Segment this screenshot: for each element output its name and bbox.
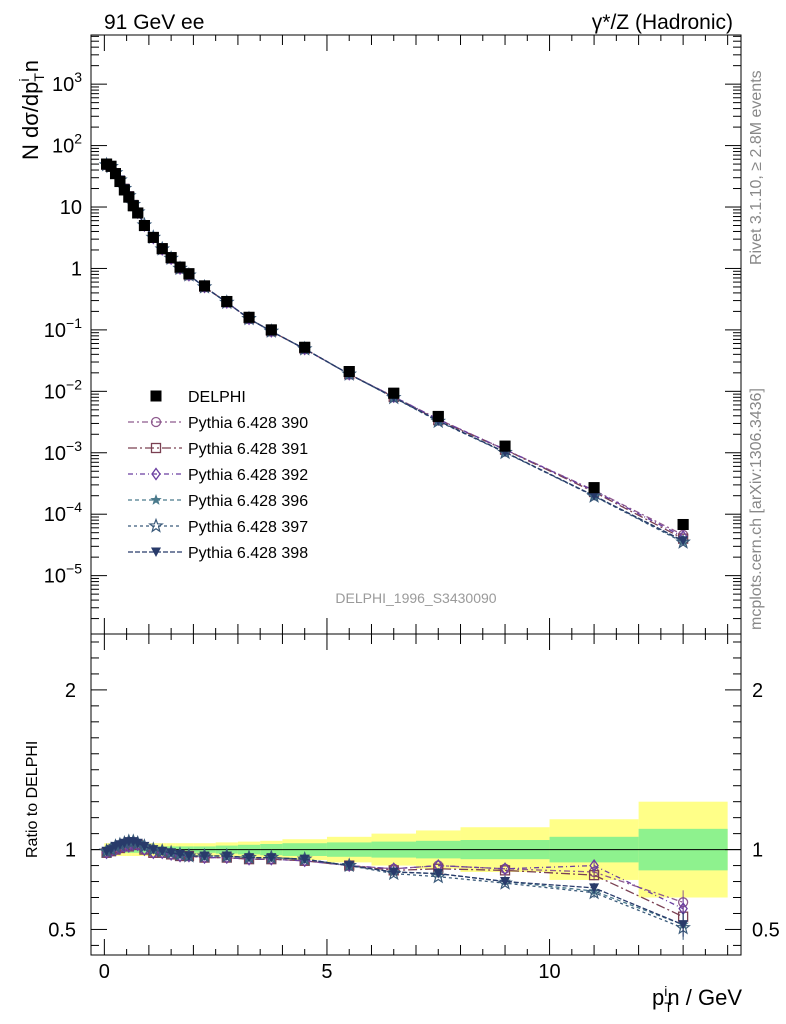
legend-marker-data xyxy=(150,390,162,402)
legend-label-p392: Pythia 6.428 392 xyxy=(188,467,308,484)
watermark: DELPHI_1996_S3430090 xyxy=(335,590,496,606)
point-data xyxy=(199,280,211,292)
point-data xyxy=(677,518,689,530)
ratio-y-tick-label: 1 xyxy=(65,840,76,862)
y-tick-label: 10−3 xyxy=(44,438,82,465)
x-axis-label: pTin / GeV xyxy=(652,983,742,1015)
legend-label-data: DELPHI xyxy=(188,389,246,406)
point-data xyxy=(221,295,233,307)
ratio-point-p398 xyxy=(500,877,511,887)
point-data xyxy=(147,231,159,243)
point-data xyxy=(499,440,511,452)
ratio-point-p397 xyxy=(430,868,446,884)
point-data xyxy=(109,168,121,180)
ratio-point-p398 xyxy=(175,849,186,860)
legend-marker-p396 xyxy=(150,494,162,505)
legend-label-p390: Pythia 6.428 390 xyxy=(188,415,308,432)
ratio-point-p398 xyxy=(433,869,444,879)
ratio-frame xyxy=(90,633,742,956)
y-tick-label: 1 xyxy=(71,258,82,280)
ratio-point-p398 xyxy=(199,851,210,861)
y-tick-label: 102 xyxy=(52,131,82,158)
legend-label-p396: Pythia 6.428 396 xyxy=(188,493,308,510)
header-right: γ*/Z (Hadronic) xyxy=(592,11,733,34)
point-data xyxy=(343,366,355,378)
point-data xyxy=(388,387,400,399)
point-data xyxy=(588,482,600,494)
ratio-point-p398 xyxy=(388,867,399,877)
rivet-label: Rivet 3.1.10, ≥ 2.8M events xyxy=(748,70,765,265)
legend-marker-p397 xyxy=(148,517,164,533)
point-data xyxy=(118,184,130,196)
header-left: 91 GeV ee xyxy=(104,11,204,34)
y-axis-label-main: N dσ/dpTi n xyxy=(16,60,47,160)
point-data xyxy=(123,191,135,203)
y-tick-label: 10 xyxy=(60,197,82,219)
legend-label-p397: Pythia 6.428 397 xyxy=(188,519,308,536)
point-data xyxy=(156,243,168,255)
point-data xyxy=(105,160,117,172)
legend-label-p398: Pythia 6.428 398 xyxy=(188,545,308,562)
ratio-y-tick-label-right: 2 xyxy=(752,680,763,702)
ratio-point-p398 xyxy=(299,854,310,865)
legend-marker-p392 xyxy=(151,467,161,481)
ratio-point-p398 xyxy=(157,846,168,857)
ratio-y-tick-label-right: 0.5 xyxy=(752,919,780,941)
point-p398 xyxy=(678,536,689,546)
y-tick-label: 10−1 xyxy=(44,315,82,342)
ratio-point-p398 xyxy=(244,853,255,863)
point-data xyxy=(299,341,311,353)
legend-marker-p390 xyxy=(150,416,162,428)
ratio-point-p398 xyxy=(132,838,143,849)
point-data xyxy=(132,207,144,219)
legend: DELPHI Pythia 6.428 390 Pythia 6.428 391 Py… xyxy=(128,389,308,562)
ratio-point-p398 xyxy=(344,861,355,871)
ratio-point-p398 xyxy=(139,841,150,852)
legend-label-p391: Pythia 6.428 391 xyxy=(188,441,308,458)
ratio-point-p392 xyxy=(589,858,599,873)
point-data xyxy=(432,410,444,422)
ratio-point-p398 xyxy=(148,845,159,855)
point-data xyxy=(174,261,186,273)
ratio-y-tick-label: 2 xyxy=(65,680,76,702)
y-tick-label: 10−4 xyxy=(44,499,82,526)
ratio-point-p398 xyxy=(166,848,177,858)
y-tick-label: 10−5 xyxy=(44,561,82,588)
point-data xyxy=(243,311,255,323)
x-tick-label: 5 xyxy=(321,961,332,983)
y-tick-label: 103 xyxy=(52,69,82,96)
ratio-point-p398 xyxy=(266,853,277,863)
legend-marker-p398 xyxy=(151,547,161,557)
ratio-point-p392 xyxy=(500,862,510,876)
point-data xyxy=(265,324,277,336)
ratio-y-tick-label-right: 1 xyxy=(752,840,763,862)
y-tick-label: 10−2 xyxy=(44,376,82,403)
legend-marker-p391 xyxy=(150,442,162,454)
point-data xyxy=(165,252,177,264)
point-data xyxy=(138,220,150,232)
mcplots-label: mcplots.cern.ch [arXiv:1306.3436] xyxy=(748,388,765,630)
point-data xyxy=(127,200,139,212)
ratio-point-p398 xyxy=(183,851,194,861)
y-axis-label-ratio: Ratio to DELPHI xyxy=(24,741,41,858)
x-tick-label: 0 xyxy=(99,961,110,983)
ratio-point-p398 xyxy=(221,851,232,861)
point-data xyxy=(183,268,195,280)
x-tick-label: 10 xyxy=(538,961,560,983)
ratio-y-tick-label: 0.5 xyxy=(48,919,76,941)
point-p398 xyxy=(589,491,600,501)
point-data xyxy=(114,176,126,188)
data-marks xyxy=(98,156,691,940)
